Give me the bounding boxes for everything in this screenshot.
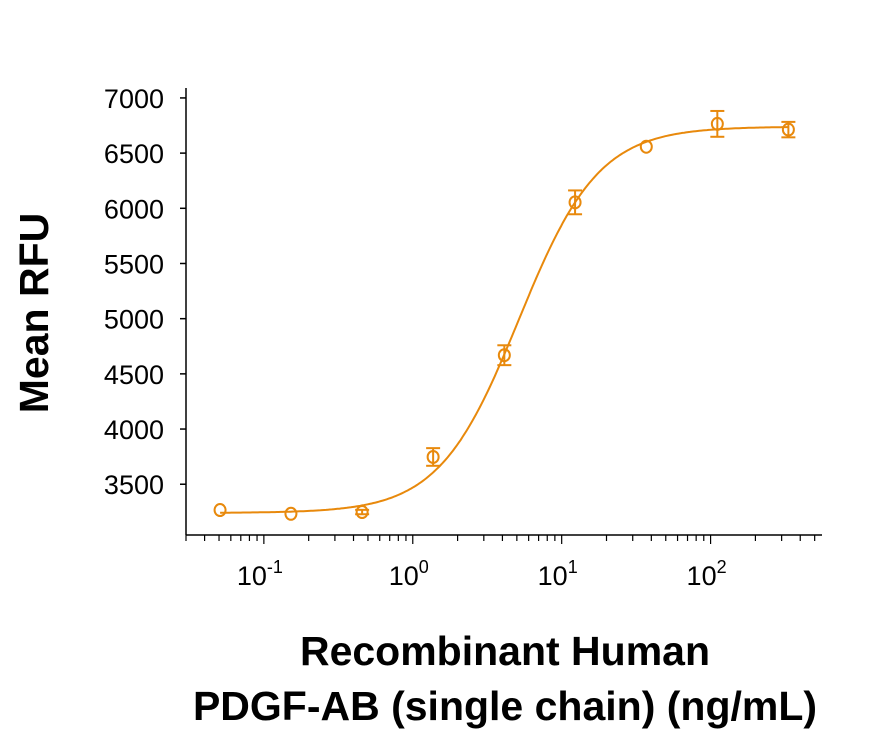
y-tick-label: 7000 [104,84,164,114]
y-tick-label: 3500 [104,470,164,500]
data-point [355,505,369,520]
y-tick-label: 6000 [104,194,164,224]
data-point [284,506,298,521]
x-axis-label-line-1: Recombinant Human [300,628,710,674]
y-tick-label: 5500 [104,249,164,279]
axes: 3500 4000 4500 5000 5500 6000 6500 7000 10-1 100 1… [104,84,822,591]
x-tick-label: 102 [687,557,727,591]
data-point [213,503,227,518]
data-points [213,109,796,521]
y-tick-label: 4000 [104,415,164,445]
y-axis-label: Mean RFU [11,213,57,413]
data-point [568,195,582,210]
x-axis-label-line-2: PDGF-AB (single chain) (ng/mL) [193,683,817,729]
fit-curve [220,126,789,514]
data-point [639,139,653,154]
x-tick-label: 10-1 [237,557,283,591]
data-point [497,348,511,363]
y-tick-label: 6500 [104,139,164,169]
x-tick-label: 101 [538,557,578,591]
fit-curve-group [220,126,789,514]
y-tick-label: 5000 [104,305,164,335]
data-point [781,122,795,137]
x-tick-label: 100 [389,557,429,591]
data-point [710,116,724,131]
y-tick-label: 4500 [104,360,164,390]
data-point [426,449,440,464]
